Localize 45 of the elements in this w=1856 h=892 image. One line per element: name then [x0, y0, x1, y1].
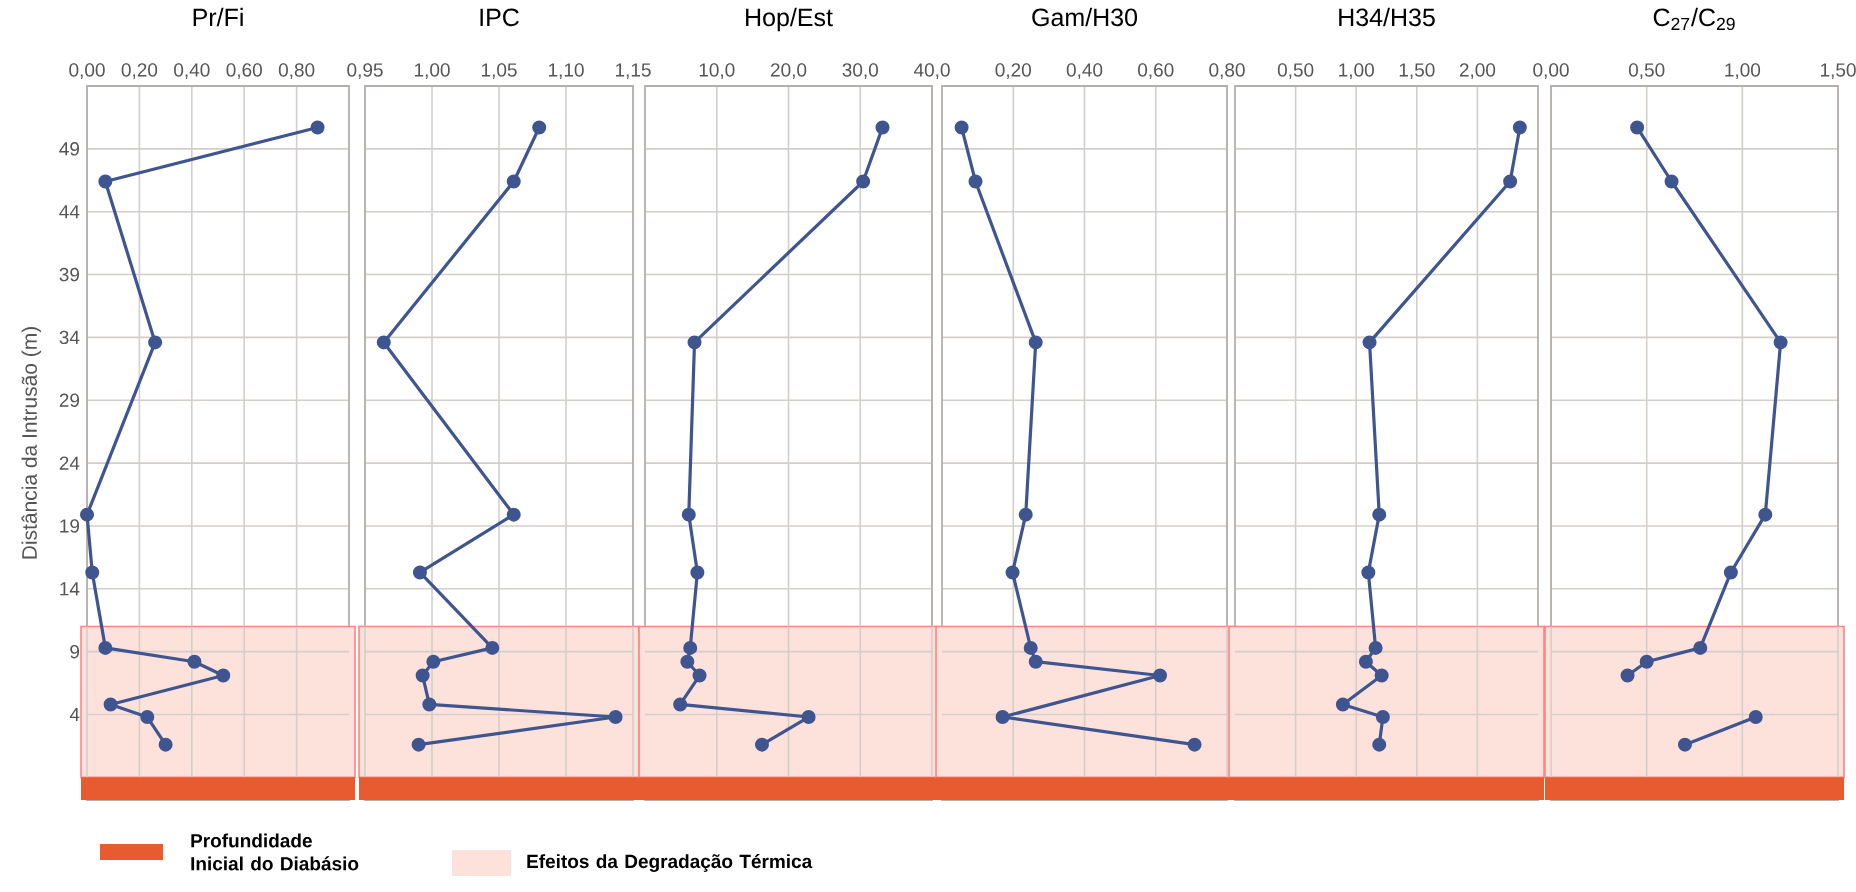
chart-title: Gam/H30 — [1032, 7, 1138, 27]
x-tick-label: 20,0 — [770, 63, 807, 79]
x-tick-label: 0,80 — [1209, 63, 1245, 79]
y-tick-label: 39 — [59, 267, 80, 282]
y-tick-label: 19 — [60, 519, 80, 533]
x-tick-label: 0,00 — [69, 63, 105, 79]
chart-title: Hop/Est — [746, 7, 833, 32]
x-tick-label: 0,00 — [1533, 63, 1569, 79]
legend-label: Profundidade Inicial do Diabásio — [191, 833, 359, 871]
x-tick-label: 1,05 — [481, 63, 517, 79]
x-tick-label: 0,50 — [1277, 63, 1314, 79]
x-tick-label: 1,10 — [548, 63, 584, 79]
chart-title: H34/H35 — [1339, 7, 1435, 27]
legend-label: Efeitos da Degradação Térmica — [527, 854, 813, 872]
y-axis-title: Distância da Intrusão (m) — [21, 327, 42, 559]
x-tick-label: 1,15 — [615, 63, 651, 79]
chart-title: IPC — [480, 8, 519, 27]
x-tick-label: 40,0 — [913, 63, 950, 79]
x-tick-label: 1,50 — [1820, 63, 1856, 79]
y-tick-label: 9 — [70, 644, 80, 659]
y-tick-label: 4 — [69, 707, 80, 722]
y-tick-label: 24 — [59, 456, 80, 470]
y-tick-label: 49 — [59, 142, 80, 156]
x-tick-label: 0,80 — [278, 63, 315, 79]
x-tick-label: 1,50 — [1399, 63, 1435, 79]
x-tick-label: 0,40 — [174, 63, 210, 79]
x-tick-label: 0,60 — [1138, 63, 1174, 79]
x-tick-label: 10,0 — [699, 63, 735, 79]
x-tick-label: 0,20 — [995, 63, 1031, 79]
x-tick-label: 1,00 — [1339, 63, 1374, 79]
y-tick-label: 34 — [59, 330, 80, 345]
x-tick-label: 1,00 — [1725, 63, 1761, 79]
chart-title: C$_{27}$/C$_{29}$ — [1653, 7, 1735, 31]
x-tick-label: 2,00 — [1459, 63, 1496, 79]
x-tick-label: 0,95 — [347, 63, 383, 79]
y-tick-label: 29 — [59, 393, 80, 407]
chart-title: Pr/Fi — [193, 7, 243, 27]
x-tick-label: 0,20 — [121, 63, 158, 79]
x-tick-label: 0,50 — [1628, 63, 1665, 79]
y-tick-label: 44 — [59, 205, 80, 219]
x-tick-label: 1,00 — [414, 63, 450, 79]
x-tick-label: 0,40 — [1066, 63, 1103, 79]
y-tick-label: 14 — [60, 582, 80, 596]
x-tick-label: 0,60 — [226, 63, 262, 79]
x-tick-label: 30,0 — [842, 63, 878, 79]
